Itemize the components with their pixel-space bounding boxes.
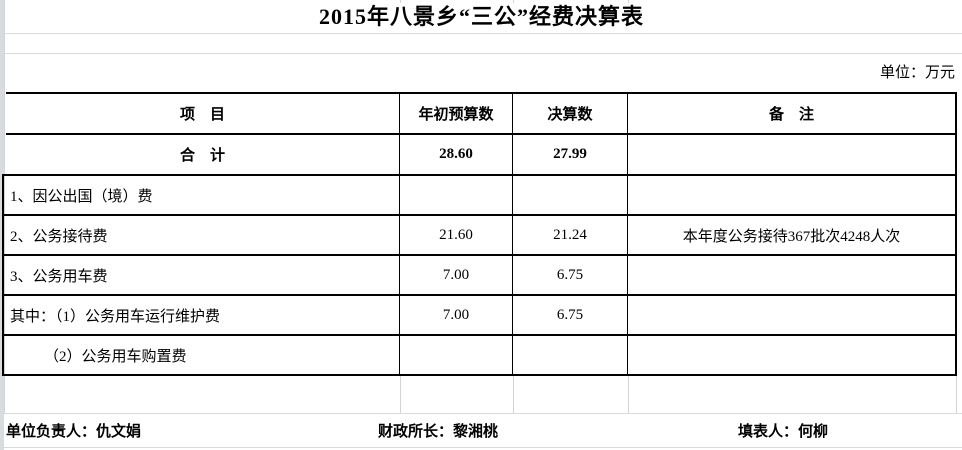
- cell-total-budget[interactable]: 28.60: [400, 135, 513, 176]
- table-border: [2, 214, 7, 216]
- cell-final[interactable]: 21.24: [513, 216, 628, 256]
- cell-item[interactable]: （2）公务用车购置费: [6, 336, 400, 376]
- cell-note[interactable]: [628, 176, 957, 216]
- cell-total-item[interactable]: 合 计: [6, 135, 400, 176]
- gridline: [4, 0, 5, 413]
- cell-item[interactable]: 3、公务用车费: [6, 256, 400, 296]
- cell-budget[interactable]: [400, 336, 513, 376]
- footer-unit-head: 单位负责人：仇文娟: [6, 424, 142, 440]
- header-cell-final[interactable]: 决算数: [513, 94, 628, 135]
- gridline: [0, 447, 962, 448]
- footer-preparer: 填表人：何柳: [738, 424, 829, 440]
- cell-budget[interactable]: 7.00: [400, 296, 513, 336]
- gridline: [513, 376, 514, 413]
- table-border: [2, 294, 7, 296]
- header-cell-note[interactable]: 备 注: [628, 94, 957, 135]
- cell-note[interactable]: [628, 256, 957, 296]
- cell-final[interactable]: [513, 336, 628, 376]
- table-border: [2, 174, 4, 376]
- cell-final[interactable]: 6.75: [513, 256, 628, 296]
- gridline: [628, 376, 629, 413]
- table-border: [2, 374, 7, 376]
- header-cell-budget[interactable]: 年初预算数: [400, 94, 513, 135]
- cell-item[interactable]: 1、因公出国（境）费: [6, 176, 400, 216]
- cell-budget[interactable]: 7.00: [400, 256, 513, 296]
- cell-note[interactable]: 本年度公务接待367批次4248人次: [628, 216, 957, 256]
- gridline: [400, 376, 401, 413]
- table-border: [2, 334, 7, 336]
- cell-item[interactable]: 2、公务接待费: [6, 216, 400, 256]
- footer-finance-director: 财政所长：黎湘桃: [378, 424, 499, 440]
- unit-note: 单位：万元: [879, 65, 955, 81]
- cell-item[interactable]: 其中：（1）公务用车运行维护费: [6, 296, 400, 336]
- expense-table: 项 目 年初预算数 决算数 备 注 合 计 28.60 27.99 1、因公出国…: [6, 92, 957, 376]
- cell-final[interactable]: 6.75: [513, 296, 628, 336]
- cell-total-note[interactable]: [628, 135, 957, 176]
- gridline: [400, 0, 401, 3]
- table-border: [2, 174, 7, 176]
- cell-total-final[interactable]: 27.99: [513, 135, 628, 176]
- gridline: [0, 53, 962, 54]
- cell-note[interactable]: [628, 336, 957, 376]
- gridline: [0, 413, 962, 414]
- cell-note[interactable]: [628, 296, 957, 336]
- header-cell-item[interactable]: 项 目: [6, 94, 400, 135]
- table-border: [2, 254, 7, 256]
- gridline: [513, 0, 514, 3]
- cell-budget[interactable]: 21.60: [400, 216, 513, 256]
- cell-budget[interactable]: [400, 176, 513, 216]
- gridline: [0, 33, 962, 34]
- gridline: [956, 376, 957, 413]
- cell-final[interactable]: [513, 176, 628, 216]
- gridline: [628, 0, 629, 3]
- page-title: 2015年八景乡“三公”经费决算表: [318, 4, 644, 29]
